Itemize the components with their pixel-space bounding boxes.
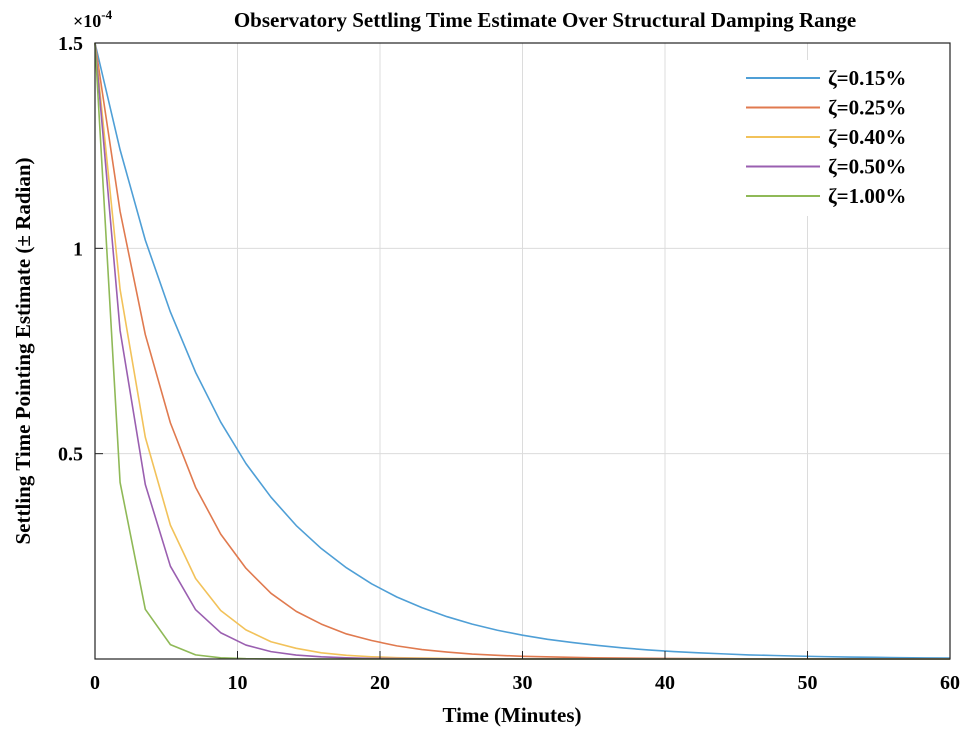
y-exponent-label: ×10-4 <box>73 7 113 31</box>
x-tick-label: 50 <box>798 672 818 694</box>
legend-label-1: ζ=0.15% <box>828 66 906 90</box>
x-tick-label: 10 <box>228 672 248 694</box>
x-tick-label: 0 <box>90 672 100 694</box>
y-tick-label: 1.5 <box>58 33 83 55</box>
x-axis-label: Time (Minutes) <box>442 703 581 727</box>
y-tick-label: 0.5 <box>58 444 83 466</box>
x-tick-label: 30 <box>513 672 533 694</box>
y-axis-label: Settling Time Pointing Estimate (± Radia… <box>11 157 35 544</box>
chart-title: Observatory Settling Time Estimate Over … <box>234 8 856 32</box>
legend-label-3: ζ=0.40% <box>828 125 906 149</box>
legend-label-4: ζ=0.50% <box>828 155 906 179</box>
legend: ζ=0.15% ζ=0.25% ζ=0.40% ζ=0.50% ζ=1.00% <box>736 60 940 216</box>
y-tick-label: 1 <box>73 238 83 260</box>
x-tick-label: 60 <box>940 672 960 694</box>
y-exponent-base: ×10 <box>73 11 101 31</box>
x-tick-label: 40 <box>655 672 675 694</box>
x-tick-label: 20 <box>370 672 390 694</box>
legend-label-2: ζ=0.25% <box>828 96 906 120</box>
legend-label-5: ζ=1.00% <box>828 184 906 208</box>
tick-layer: 0 10 20 30 40 50 60 0.5 1 1.5 <box>58 33 960 694</box>
y-exponent-power: -4 <box>101 7 112 22</box>
